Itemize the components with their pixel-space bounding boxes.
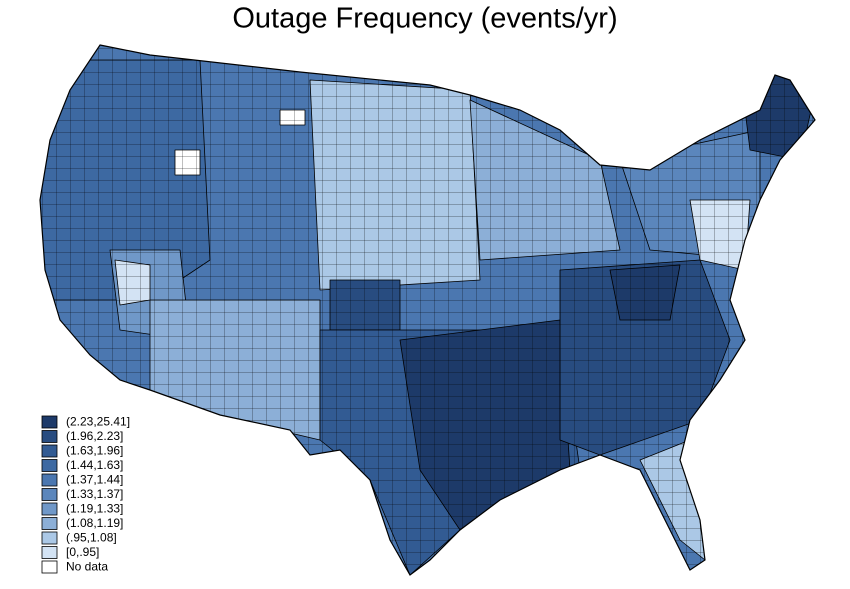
legend-label: (1.37,1.44]	[66, 473, 123, 487]
us-outline	[39, 44, 816, 576]
legend-swatch	[41, 444, 58, 458]
map-title: Outage Frequency (events/yr)	[232, 3, 617, 35]
legend-swatch	[41, 560, 58, 574]
legend-label: (1.19,1.33]	[66, 502, 123, 516]
legend-label: No data	[66, 560, 108, 574]
legend-label: (1.44,1.63]	[66, 458, 123, 472]
legend-label: (1.63,1.96]	[66, 444, 123, 458]
legend-swatch	[41, 459, 58, 472]
legend-label: (2.23,25.41]	[66, 415, 130, 429]
legend-label: (1.96,2.23]	[66, 429, 123, 443]
legend-swatch	[41, 502, 58, 516]
us-map	[40, 45, 815, 575]
legend-label: (1.33,1.37]	[66, 487, 123, 501]
legend-swatch	[41, 517, 58, 530]
legend-swatch	[41, 415, 58, 429]
legend-swatch	[41, 546, 58, 559]
county-borders	[40, 45, 815, 575]
legend: (2.23,25.41](1.96,2.23](1.63,1.96](1.44,…	[41, 415, 130, 574]
legend-swatch	[41, 430, 58, 443]
legend-label: (1.08,1.19]	[66, 516, 123, 530]
legend-swatch	[41, 531, 58, 545]
legend-swatch	[41, 473, 58, 487]
legend-label: [0,.95]	[66, 545, 99, 559]
legend-label: (.95,1.08]	[66, 531, 117, 545]
legend-swatch	[41, 488, 58, 501]
